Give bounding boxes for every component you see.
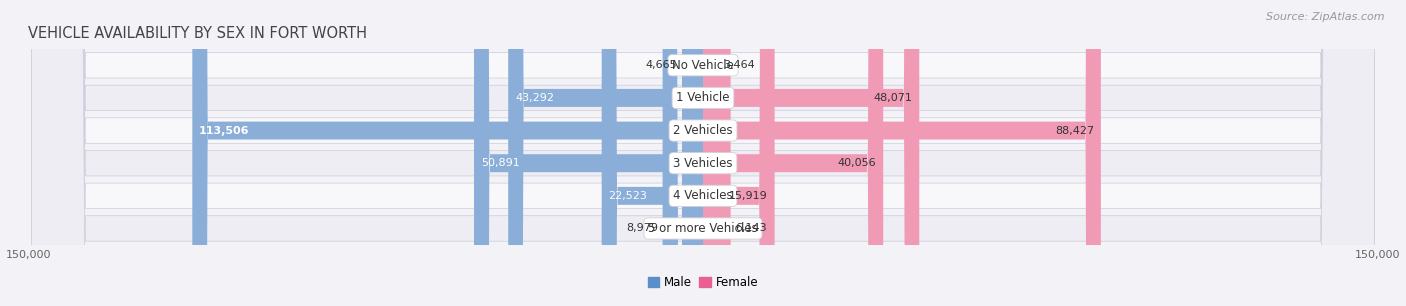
Text: VEHICLE AVAILABILITY BY SEX IN FORT WORTH: VEHICLE AVAILABILITY BY SEX IN FORT WORT… xyxy=(28,26,367,41)
FancyBboxPatch shape xyxy=(703,0,718,306)
Text: 8,979: 8,979 xyxy=(626,223,658,233)
Text: 2 Vehicles: 2 Vehicles xyxy=(673,124,733,137)
Text: 3,464: 3,464 xyxy=(723,60,755,70)
FancyBboxPatch shape xyxy=(31,0,1375,306)
Text: 4,665: 4,665 xyxy=(645,60,678,70)
FancyBboxPatch shape xyxy=(703,0,920,306)
Text: 48,071: 48,071 xyxy=(873,93,912,103)
FancyBboxPatch shape xyxy=(703,0,775,306)
Text: 3 Vehicles: 3 Vehicles xyxy=(673,157,733,170)
FancyBboxPatch shape xyxy=(31,0,1375,306)
Text: 40,056: 40,056 xyxy=(838,158,876,168)
FancyBboxPatch shape xyxy=(31,0,1375,306)
FancyBboxPatch shape xyxy=(31,0,1375,306)
FancyBboxPatch shape xyxy=(703,0,883,306)
Text: 113,506: 113,506 xyxy=(200,125,249,136)
Text: 22,523: 22,523 xyxy=(609,191,647,201)
Text: 88,427: 88,427 xyxy=(1054,125,1094,136)
Text: Source: ZipAtlas.com: Source: ZipAtlas.com xyxy=(1267,12,1385,22)
FancyBboxPatch shape xyxy=(703,0,731,306)
FancyBboxPatch shape xyxy=(193,0,703,306)
FancyBboxPatch shape xyxy=(31,0,1375,306)
Text: 6,143: 6,143 xyxy=(735,223,768,233)
FancyBboxPatch shape xyxy=(508,0,703,306)
Text: 1 Vehicle: 1 Vehicle xyxy=(676,91,730,104)
FancyBboxPatch shape xyxy=(662,0,703,306)
Text: No Vehicle: No Vehicle xyxy=(672,59,734,72)
FancyBboxPatch shape xyxy=(682,0,703,306)
FancyBboxPatch shape xyxy=(602,0,703,306)
Text: 15,919: 15,919 xyxy=(730,191,768,201)
Legend: Male, Female: Male, Female xyxy=(643,271,763,294)
Text: 5 or more Vehicles: 5 or more Vehicles xyxy=(648,222,758,235)
Text: 4 Vehicles: 4 Vehicles xyxy=(673,189,733,202)
Text: 50,891: 50,891 xyxy=(481,158,520,168)
FancyBboxPatch shape xyxy=(474,0,703,306)
FancyBboxPatch shape xyxy=(703,0,1101,306)
Text: 43,292: 43,292 xyxy=(515,93,554,103)
FancyBboxPatch shape xyxy=(31,0,1375,306)
